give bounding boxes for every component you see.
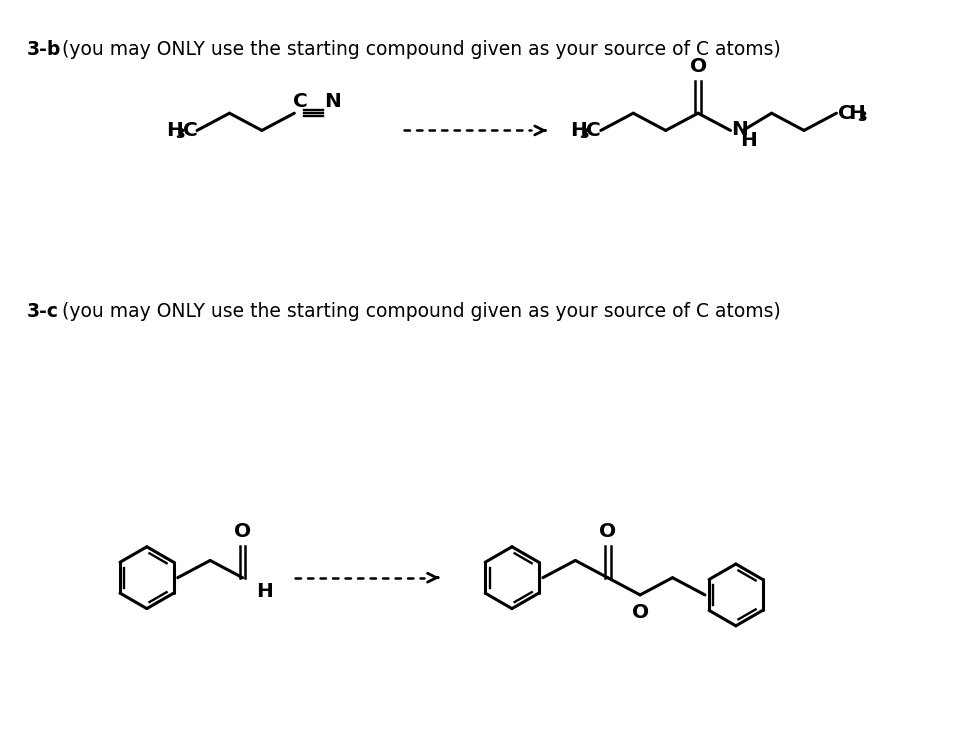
Text: O: O — [598, 522, 616, 541]
Text: 3-b: 3-b — [27, 40, 61, 58]
Text: (you may ONLY use the starting compound given as your source of C atoms): (you may ONLY use the starting compound … — [56, 40, 780, 58]
Text: O: O — [631, 602, 648, 622]
Text: H: H — [569, 121, 586, 140]
Text: C: C — [838, 104, 852, 123]
Text: H: H — [255, 582, 273, 601]
Text: 3-c: 3-c — [27, 303, 59, 321]
Text: (you may ONLY use the starting compound given as your source of C atoms): (you may ONLY use the starting compound … — [56, 303, 780, 321]
Text: C: C — [586, 121, 600, 140]
Text: 3: 3 — [857, 110, 866, 124]
Text: H: H — [740, 130, 757, 149]
Text: 3: 3 — [175, 127, 185, 141]
Text: O: O — [689, 58, 706, 76]
Text: N: N — [731, 120, 747, 139]
Text: 3: 3 — [578, 127, 588, 141]
Text: C: C — [182, 121, 197, 140]
Text: C: C — [293, 92, 308, 111]
Text: N: N — [324, 92, 341, 111]
Text: H: H — [847, 104, 864, 123]
Text: H: H — [166, 121, 183, 140]
Text: O: O — [233, 522, 251, 541]
